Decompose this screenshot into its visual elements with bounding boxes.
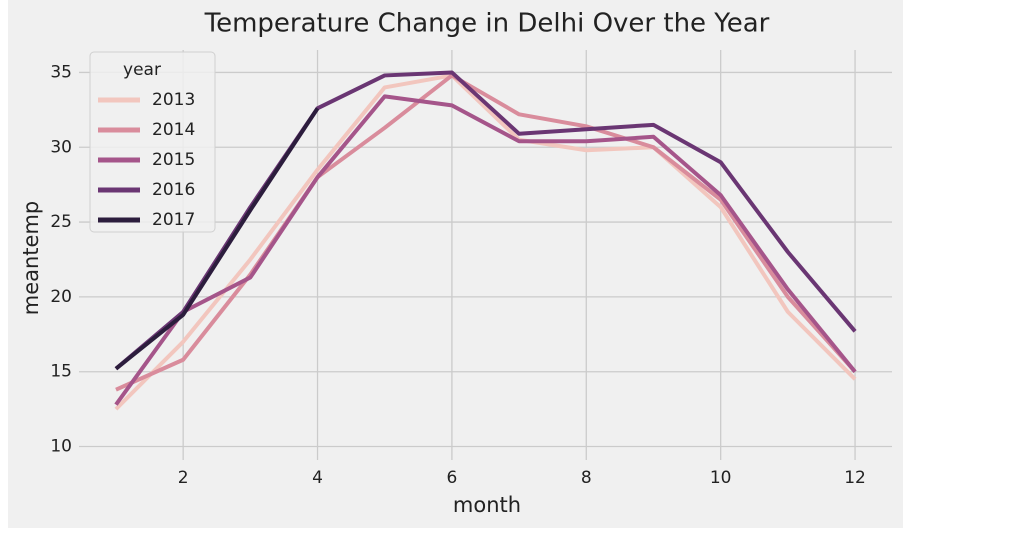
y-tick-label: 35: [50, 62, 72, 82]
legend-label: 2016: [152, 180, 195, 200]
series-line: [114, 107, 320, 371]
series-line: [114, 94, 857, 406]
legend-title: year: [123, 60, 161, 80]
y-axis-label: meantemp: [19, 201, 43, 316]
legend-label: 2015: [152, 150, 195, 170]
chart-title: Temperature Change in Delhi Over the Yea…: [204, 9, 770, 39]
x-tick-label: 10: [710, 468, 732, 488]
x-tick-label: 2: [178, 468, 189, 488]
legend-label: 2014: [152, 120, 195, 140]
y-tick-label: 30: [50, 137, 72, 157]
legend-label: 2013: [152, 90, 195, 110]
y-tick-label: 10: [50, 437, 72, 457]
x-tick-label: 4: [312, 468, 323, 488]
y-tick-label: 20: [50, 287, 72, 307]
legend-label: 2017: [152, 210, 195, 230]
x-tick-label: 8: [581, 468, 592, 488]
legend-box: [89, 51, 216, 233]
series-line: [115, 73, 857, 392]
x-tick-label: 12: [844, 468, 866, 488]
x-tick-label: 6: [446, 468, 457, 488]
x-axis-label: month: [453, 493, 521, 517]
y-tick-label: 15: [50, 362, 72, 382]
series-line: [114, 73, 857, 411]
y-tick-label: 25: [50, 212, 72, 232]
